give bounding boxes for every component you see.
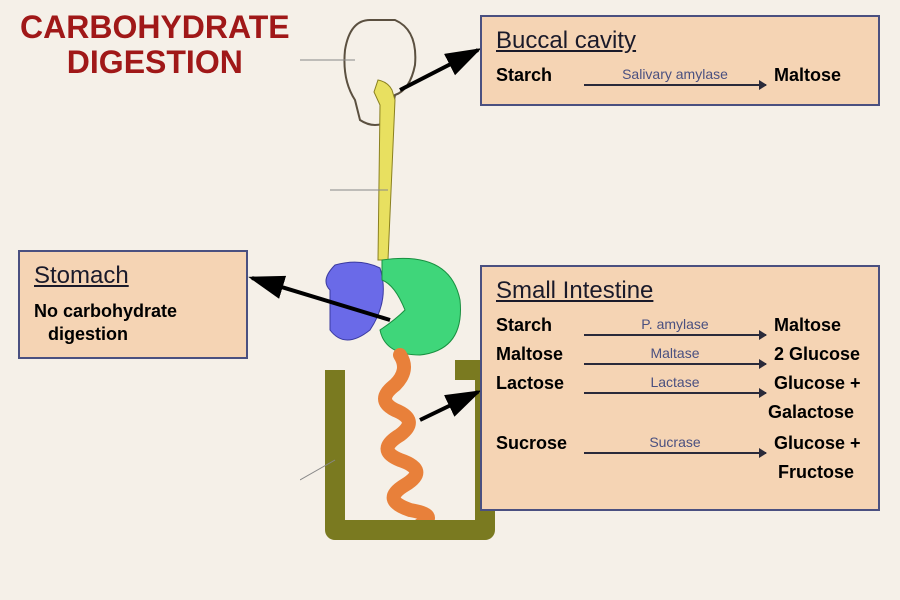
small-intestine-box: Small Intestine Starch P. amylase Maltos… [480, 265, 880, 511]
product-continuation: Galactose [496, 402, 864, 423]
reaction-arrow: Salivary amylase [584, 66, 766, 86]
note-line1: No carbohydrate [34, 301, 177, 321]
reaction-row: Sucrose Sucrase Glucose + [496, 433, 864, 454]
reaction-row: Starch Salivary amylase Maltose [496, 65, 864, 86]
reaction-arrow: P. amylase [584, 316, 766, 336]
reaction-row: Maltose Maltase 2 Glucose [496, 344, 864, 365]
enzyme-label: Maltase [650, 345, 699, 361]
product: 2 Glucose [774, 344, 864, 365]
arrow-icon [584, 363, 766, 365]
reaction-row: Lactose Lactase Glucose + [496, 373, 864, 394]
small-intestine-title: Small Intestine [496, 277, 864, 305]
arrow-icon [584, 84, 766, 86]
stomach-title: Stomach [34, 262, 232, 290]
substrate: Lactose [496, 373, 576, 394]
buccal-cavity-box: Buccal cavity Starch Salivary amylase Ma… [480, 15, 880, 106]
product: Glucose + [774, 433, 864, 454]
reaction-arrow: Lactase [584, 374, 766, 394]
substrate: Starch [496, 65, 576, 86]
buccal-title: Buccal cavity [496, 27, 864, 55]
reaction-arrow: Sucrase [584, 434, 766, 454]
reaction-arrow: Maltase [584, 345, 766, 365]
enzyme-label: Salivary amylase [622, 66, 728, 82]
page-title: CARBOHYDRATE DIGESTION [20, 10, 290, 80]
title-line1: CARBOHYDRATE [20, 10, 290, 45]
enzyme-label: Sucrase [649, 434, 700, 450]
product: Maltose [774, 315, 864, 336]
stomach-box: Stomach No carbohydrate digestion [18, 250, 248, 359]
product-continuation: Fructose [496, 462, 864, 483]
substrate: Maltose [496, 344, 576, 365]
enzyme-label: P. amylase [641, 316, 708, 332]
arrow-icon [584, 334, 766, 336]
arrow-icon [584, 452, 766, 454]
note-line2: digestion [34, 323, 232, 346]
title-line2: DIGESTION [20, 45, 290, 80]
product: Glucose + [774, 373, 864, 394]
product: Maltose [774, 65, 864, 86]
substrate: Sucrose [496, 433, 576, 454]
arrow-icon [584, 392, 766, 394]
reaction-row: Starch P. amylase Maltose [496, 315, 864, 336]
enzyme-label: Lactase [650, 374, 699, 390]
substrate: Starch [496, 315, 576, 336]
stomach-note: No carbohydrate digestion [34, 300, 232, 347]
